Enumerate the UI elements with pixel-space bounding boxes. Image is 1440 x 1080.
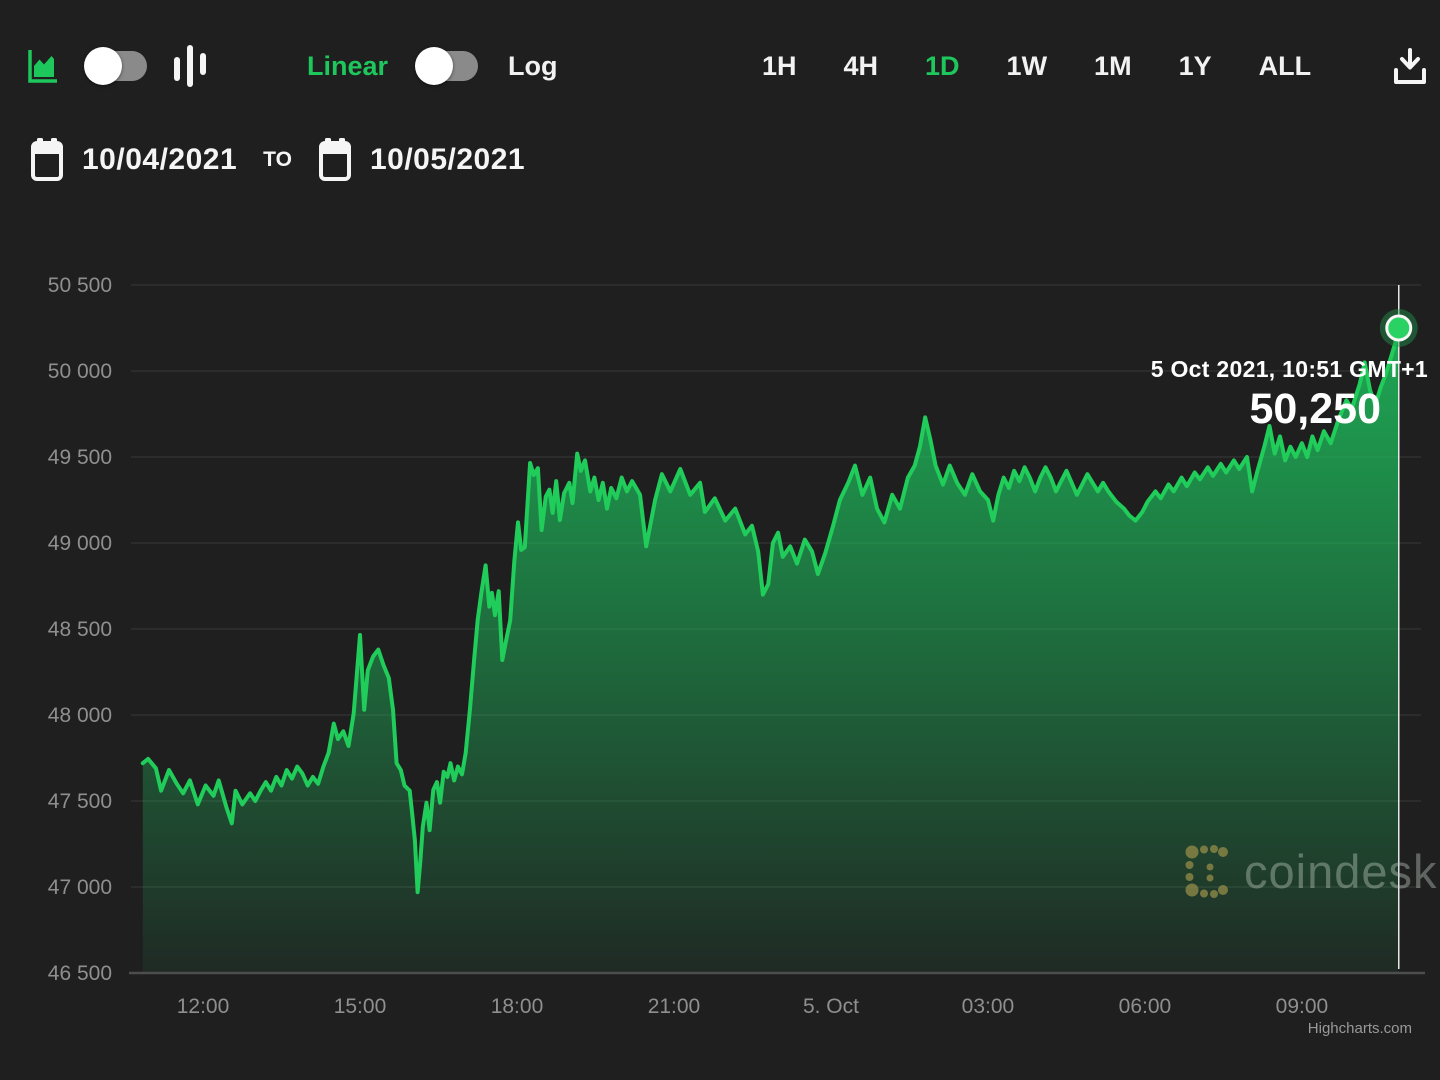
range-button-1w[interactable]: 1W	[1006, 50, 1048, 81]
x-axis-label: 18:00	[491, 995, 544, 1018]
scale-switch[interactable]	[415, 47, 479, 85]
range-button-4h[interactable]: 4H	[843, 50, 879, 81]
range-button-1d[interactable]: 1D	[925, 50, 960, 81]
y-axis-label: 49 500	[48, 446, 112, 469]
y-axis-label: 49 000	[48, 532, 112, 555]
highcharts-credit[interactable]: Highcharts.com	[1307, 1020, 1412, 1037]
y-axis-label: 50 000	[48, 360, 112, 383]
chart-type-toggle-group	[26, 43, 206, 89]
log-scale-label[interactable]: Log	[508, 50, 558, 81]
last-point-marker	[1385, 314, 1413, 342]
download-icon[interactable]	[1392, 46, 1428, 88]
date-from-value[interactable]: 10/04/2021	[82, 143, 238, 176]
y-axis-label: 47 500	[48, 790, 112, 813]
y-axis-label: 48 500	[48, 618, 112, 641]
y-axis-label: 46 500	[48, 962, 112, 985]
linear-scale-label[interactable]: Linear	[307, 50, 389, 81]
date-to-value[interactable]: 10/05/2021	[369, 143, 526, 176]
x-axis-label: 03:00	[962, 995, 1015, 1018]
area-chart-icon[interactable]	[26, 47, 60, 85]
range-button-1m[interactable]: 1M	[1094, 50, 1132, 81]
date-range-row: 10/04/2021 TO 10/05/2021	[30, 136, 525, 184]
crosshair	[1379, 285, 1418, 969]
x-axis-label: 5. Oct	[803, 995, 859, 1018]
scale-toggle-group: Linear Log	[307, 46, 558, 86]
area-fill	[142, 328, 1399, 973]
calendar-from-icon[interactable]	[30, 136, 64, 184]
x-axis-label: 15:00	[334, 995, 387, 1018]
price-line	[140, 326, 1401, 895]
bar-chart-icon[interactable]	[174, 43, 206, 89]
chart-type-switch[interactable]	[84, 47, 147, 85]
price-series	[140, 326, 1401, 973]
x-axis-label: 21:00	[648, 995, 701, 1018]
y-axis-label: 50 500	[48, 274, 112, 297]
date-to-separator: TO	[263, 148, 292, 171]
time-range-group: 1H 4H 1D 1W 1M 1Y ALL	[762, 46, 1311, 86]
scale-switch-knob[interactable]	[415, 47, 454, 85]
x-axis-label: 09:00	[1276, 995, 1329, 1018]
chart-type-switch-knob[interactable]	[84, 47, 122, 85]
range-button-1y[interactable]: 1Y	[1178, 50, 1212, 81]
calendar-to-icon[interactable]	[318, 136, 352, 184]
y-axis-label: 48 000	[48, 704, 112, 727]
x-axis-label: 06:00	[1119, 995, 1172, 1018]
range-button-all[interactable]: ALL	[1258, 50, 1312, 81]
y-axis-label: 47 000	[48, 876, 112, 899]
x-axis-label: 12:00	[177, 995, 230, 1018]
range-button-1h[interactable]: 1H	[762, 50, 797, 81]
